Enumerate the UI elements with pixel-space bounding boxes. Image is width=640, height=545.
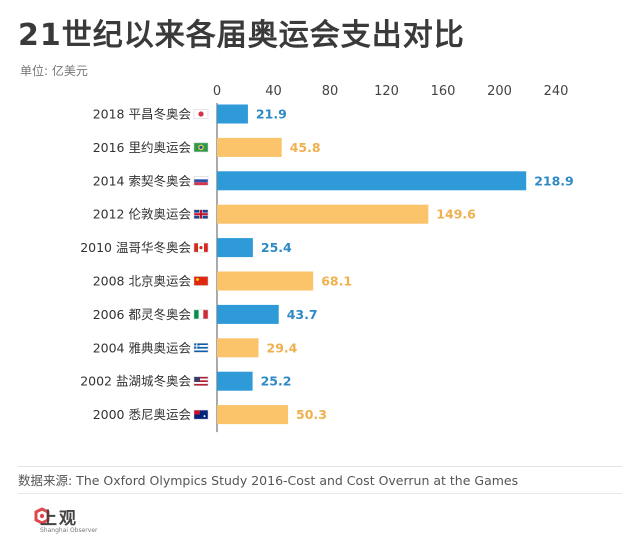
x-tick-label: 120 — [374, 84, 399, 99]
flag-kr-icon — [193, 109, 209, 119]
logo-subtext: Shanghai Observer — [40, 527, 98, 534]
flag-ca-icon — [193, 242, 209, 253]
x-tick-label: 0 — [213, 84, 221, 99]
flag-us-icon — [193, 376, 209, 386]
bar — [217, 271, 314, 291]
value-label: 29.4 — [267, 340, 298, 355]
category-label: 2006 都灵冬奥会 — [93, 307, 192, 322]
category-label: 2016 里约奥运会 — [93, 140, 192, 155]
bar — [217, 338, 259, 358]
flag-it-icon — [193, 309, 209, 320]
category-label: 2008 北京奥运会 — [93, 274, 192, 289]
bar — [217, 137, 282, 157]
value-label: 25.4 — [261, 240, 292, 255]
x-tick-label: 80 — [322, 84, 339, 99]
flag-br-icon — [193, 142, 209, 153]
value-label: 21.9 — [256, 107, 287, 122]
value-label: 68.1 — [321, 274, 352, 289]
category-label: 2018 平昌冬奥会 — [93, 107, 192, 122]
value-label: 149.6 — [436, 207, 476, 222]
flag-cn-icon — [193, 276, 209, 286]
category-label: 2012 伦敦奥运会 — [93, 207, 192, 222]
unit-label: 单位: 亿美元 — [20, 64, 88, 78]
x-tick-label: 40 — [265, 84, 282, 99]
value-label: 25.2 — [261, 374, 292, 389]
source-note: 数据来源: The Oxford Olympics Study 2016-Cos… — [18, 473, 519, 488]
bar — [217, 104, 248, 124]
bar — [217, 304, 279, 324]
x-tick-label: 160 — [431, 84, 456, 99]
bar — [217, 171, 527, 191]
x-tick-label: 240 — [544, 84, 569, 99]
shanghai-observer-logo-icon — [34, 507, 50, 525]
bar — [217, 204, 429, 224]
bar — [217, 371, 253, 391]
value-label: 45.8 — [290, 140, 321, 155]
footer-divider — [18, 493, 622, 494]
flag-au-icon — [193, 409, 209, 420]
source-separator — [18, 466, 622, 467]
value-label: 50.3 — [296, 407, 327, 422]
x-tick-label: 200 — [487, 84, 512, 99]
category-label: 2010 温哥华冬奥会 — [80, 240, 191, 255]
category-label: 2014 索契冬奥会 — [93, 173, 192, 188]
flag-gb-icon — [193, 209, 209, 219]
logo-text: 上观 — [40, 509, 78, 529]
chart-title: 21世纪以来各届奥运会支出对比 — [18, 18, 465, 53]
category-label: 2000 悉尼奥运会 — [93, 407, 192, 422]
flag-ru-icon — [193, 176, 209, 186]
bar — [217, 238, 253, 258]
category-label: 2004 雅典奥运会 — [93, 340, 192, 355]
value-label: 43.7 — [287, 307, 318, 322]
bar — [217, 405, 289, 425]
flag-gr-icon — [193, 343, 209, 353]
category-label: 2002 盐湖城冬奥会 — [80, 374, 191, 389]
bar-chart: 0 40 80 120 160 200 240 2018 平昌冬奥会 21.9 2016 里约奥运… — [80, 84, 574, 433]
value-label: 218.9 — [534, 173, 574, 188]
